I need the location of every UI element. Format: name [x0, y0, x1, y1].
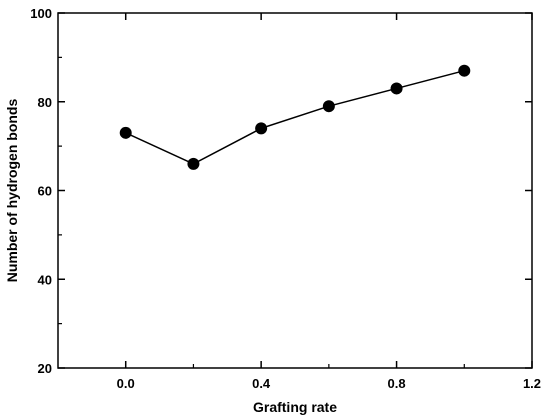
- series-line: [125, 69, 465, 165]
- x-axis-title: Grafting rate: [253, 399, 337, 415]
- y-tick-label: 40: [38, 272, 52, 287]
- data-point: [458, 64, 471, 77]
- y-tick-label: 60: [38, 184, 52, 199]
- x-tick-label: 1.2: [523, 376, 541, 391]
- data-point: [322, 100, 335, 113]
- y-axis-title: Number of hydrogen bonds: [4, 99, 20, 283]
- data-point: [119, 126, 132, 139]
- x-tick-label: 0.8: [388, 376, 406, 391]
- x-tick-label: 0.4: [252, 376, 271, 391]
- series: [119, 64, 471, 170]
- x-tick-label: 0.0: [117, 376, 135, 391]
- y-tick-label: 20: [38, 361, 52, 376]
- y-tick-label: 80: [38, 95, 52, 110]
- y-tick-label: 100: [30, 6, 52, 21]
- data-point: [187, 157, 200, 170]
- data-point: [390, 82, 403, 95]
- ticks: 0.0 0.4 0.8 1.2 20 40 60 80 100: [30, 6, 541, 391]
- data-point: [255, 122, 268, 135]
